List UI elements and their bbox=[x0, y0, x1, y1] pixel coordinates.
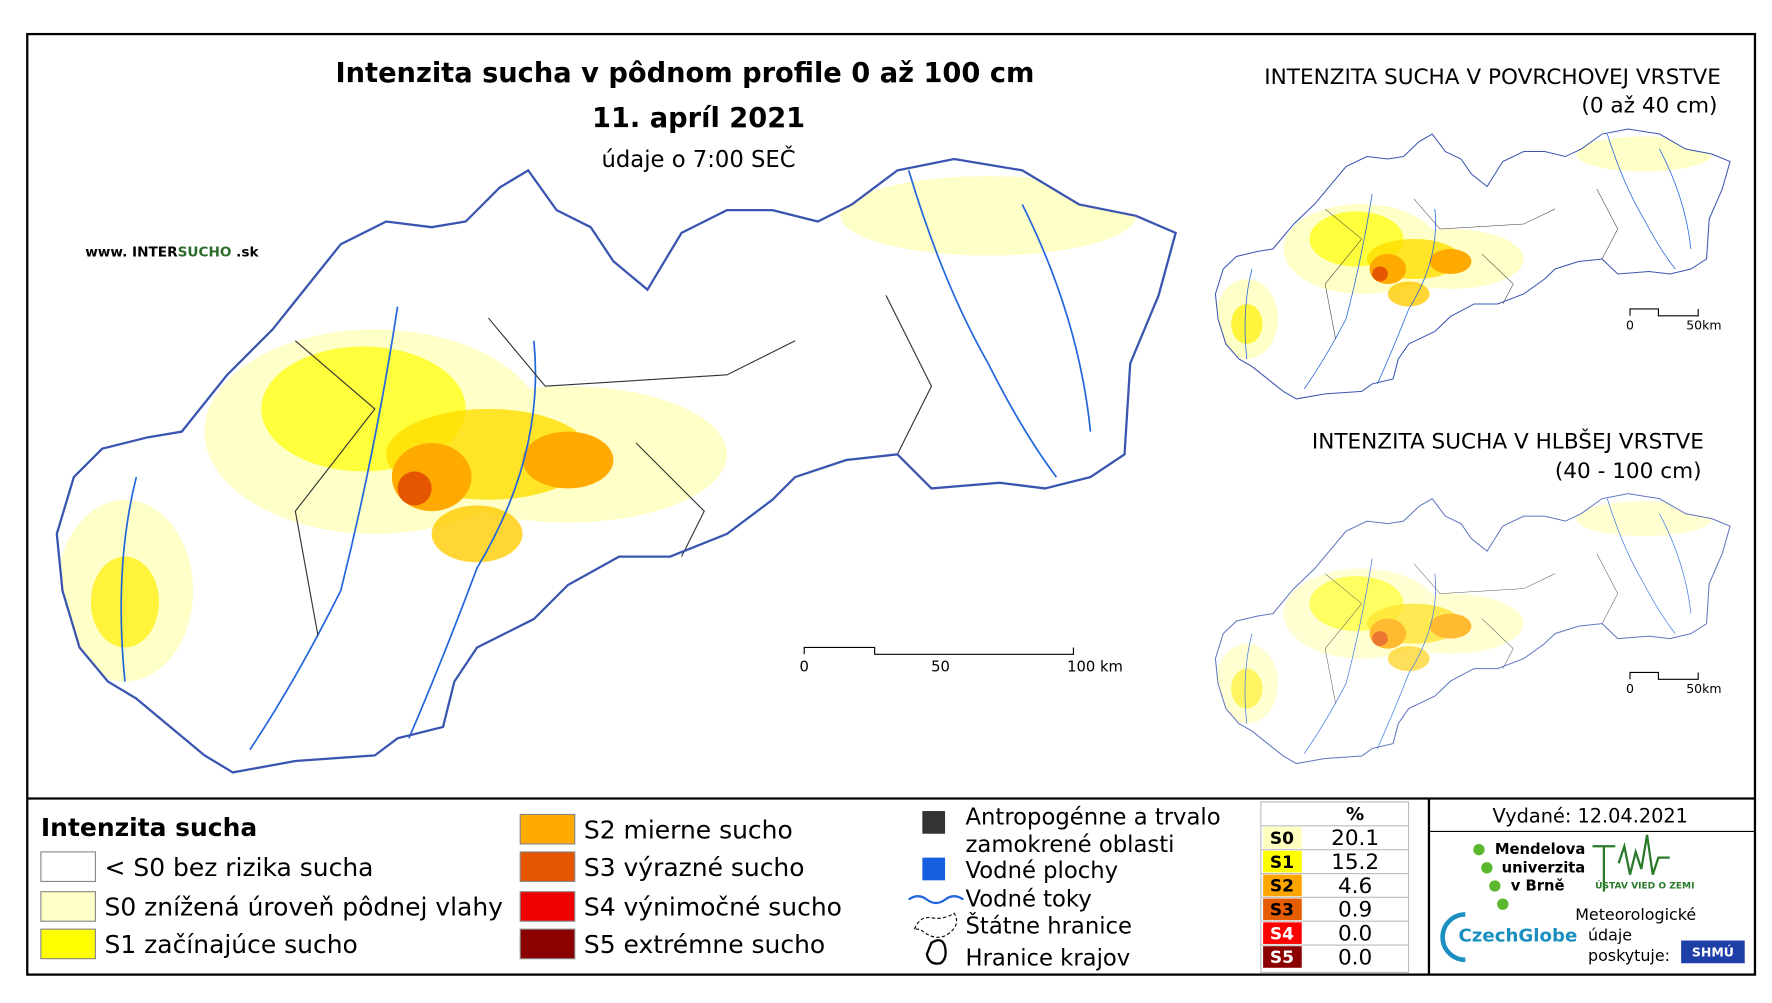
website-prefix: www. INTER bbox=[85, 245, 178, 261]
class-label: S0 bbox=[1270, 829, 1294, 849]
inset-title: INTENZITA SUCHA V POVRCHOVEJ VRSTVE bbox=[1264, 65, 1721, 90]
legend-classes: < S0 bez rizika sucha S0 znížená úroveň p… bbox=[40, 813, 842, 960]
legend-feature: Vodné toky bbox=[966, 886, 1092, 912]
scale-label: 50km bbox=[1686, 681, 1721, 696]
table-rows: S0 20.1 S1 15.2 S2 4.6 S3 0.9 S4 0.0 S5 0.0 bbox=[1260, 825, 1409, 970]
website: www. INTERSUCHO .sk bbox=[85, 245, 259, 261]
scale-label: 50km bbox=[1686, 317, 1721, 332]
date: 11. apríl 2021 bbox=[592, 103, 805, 134]
legend-title: Intenzita sucha bbox=[41, 813, 257, 842]
scale-bar bbox=[803, 646, 1074, 655]
icon-river bbox=[908, 895, 964, 905]
legend-swatch bbox=[519, 851, 576, 883]
legend-label: S5 extrémne sucho bbox=[584, 930, 825, 959]
percent-value: 0.0 bbox=[1338, 922, 1372, 947]
legend-label: S3 výrazné sucho bbox=[584, 853, 805, 882]
table-header: % bbox=[1346, 804, 1364, 825]
class-cell bbox=[1263, 874, 1302, 897]
ustav: ÚSTAV VIED O ZEMI bbox=[1595, 879, 1694, 891]
percent-value: 15.2 bbox=[1331, 850, 1379, 875]
class-cell bbox=[1263, 850, 1302, 873]
mendelu-dots bbox=[1473, 843, 1509, 910]
class-cell bbox=[1263, 826, 1302, 849]
provider: poskytuje: bbox=[1588, 946, 1670, 965]
legend-label: < S0 bez rizika sucha bbox=[105, 853, 374, 882]
legend-feature: Hranice krajov bbox=[966, 946, 1131, 972]
website-suffix: .sk bbox=[231, 245, 259, 261]
class-label: S4 bbox=[1270, 924, 1294, 944]
legend-label: S1 začínajúce sucho bbox=[105, 930, 358, 959]
scale-label: 100 km bbox=[1067, 658, 1123, 675]
mendelu: univerzita bbox=[1502, 859, 1586, 876]
class-label: S5 bbox=[1270, 948, 1294, 968]
czechglobe-logo bbox=[1440, 912, 1466, 963]
legend-swatch bbox=[40, 851, 96, 883]
legend-feature: zamokrené oblasti bbox=[966, 832, 1175, 858]
class-label: S1 bbox=[1270, 853, 1294, 873]
percent-value: 0.0 bbox=[1338, 945, 1372, 970]
inset-subtitle: (40 - 100 cm) bbox=[1555, 459, 1702, 484]
class-cell bbox=[1263, 922, 1302, 944]
icon-water bbox=[922, 857, 946, 881]
scale-bar bbox=[1629, 671, 1699, 680]
percent-value: 0.9 bbox=[1338, 898, 1372, 923]
czechglobe: CzechGlobe bbox=[1458, 926, 1577, 947]
legend-swatch bbox=[519, 891, 576, 922]
scale-label: 0 bbox=[1626, 317, 1634, 332]
website-brand: SUCHO bbox=[178, 245, 232, 261]
mendelu: v Brně bbox=[1511, 878, 1565, 895]
scale-bar bbox=[1629, 308, 1699, 317]
icon-urban bbox=[922, 811, 946, 834]
legend-swatch bbox=[519, 813, 576, 845]
scale-label: 0 bbox=[800, 658, 809, 675]
mendelu: Mendelova bbox=[1495, 841, 1586, 858]
title: Intenzita sucha v pôdnom profile 0 až 10… bbox=[336, 58, 1035, 89]
issued: Vydané: 12.04.2021 bbox=[1493, 804, 1688, 827]
note: údaje o 7:00 SEČ bbox=[602, 145, 796, 173]
percent-value: 20.1 bbox=[1331, 826, 1379, 851]
class-cell bbox=[1263, 898, 1302, 921]
ustav-logo bbox=[1592, 834, 1670, 892]
legend-feature: Štátne hranice bbox=[966, 912, 1132, 940]
icon-border bbox=[913, 912, 958, 938]
legend-swatch bbox=[40, 891, 96, 922]
icon-region bbox=[925, 939, 947, 965]
legend-label: S0 znížená úroveň pôdnej vlahy bbox=[105, 893, 504, 922]
inset-title: INTENZITA SUCHA V HLBŠEJ VRSTVE bbox=[1312, 429, 1704, 455]
provider: Meteorologické bbox=[1575, 905, 1696, 924]
class-cell bbox=[1263, 946, 1302, 968]
shmu-logo bbox=[1681, 940, 1745, 964]
scale-label: 0 bbox=[1626, 681, 1634, 696]
legend-feature: Vodné plochy bbox=[966, 858, 1119, 884]
class-label: S3 bbox=[1270, 901, 1294, 921]
inset-subtitle: (0 až 40 cm) bbox=[1581, 93, 1717, 118]
legend-swatch bbox=[40, 928, 96, 960]
legend-swatch bbox=[519, 928, 576, 960]
shmu: SHMÚ bbox=[1692, 944, 1734, 959]
scale-label: 50 bbox=[931, 658, 950, 675]
legend-label: S4 výnimočné sucho bbox=[584, 893, 842, 922]
class-label: S2 bbox=[1270, 877, 1294, 897]
percent-value: 4.6 bbox=[1338, 874, 1372, 899]
provider: údaje bbox=[1588, 926, 1632, 945]
legend-feature: Antropogénne a trvalo bbox=[966, 805, 1221, 831]
legend-label: S2 mierne sucho bbox=[584, 815, 793, 844]
